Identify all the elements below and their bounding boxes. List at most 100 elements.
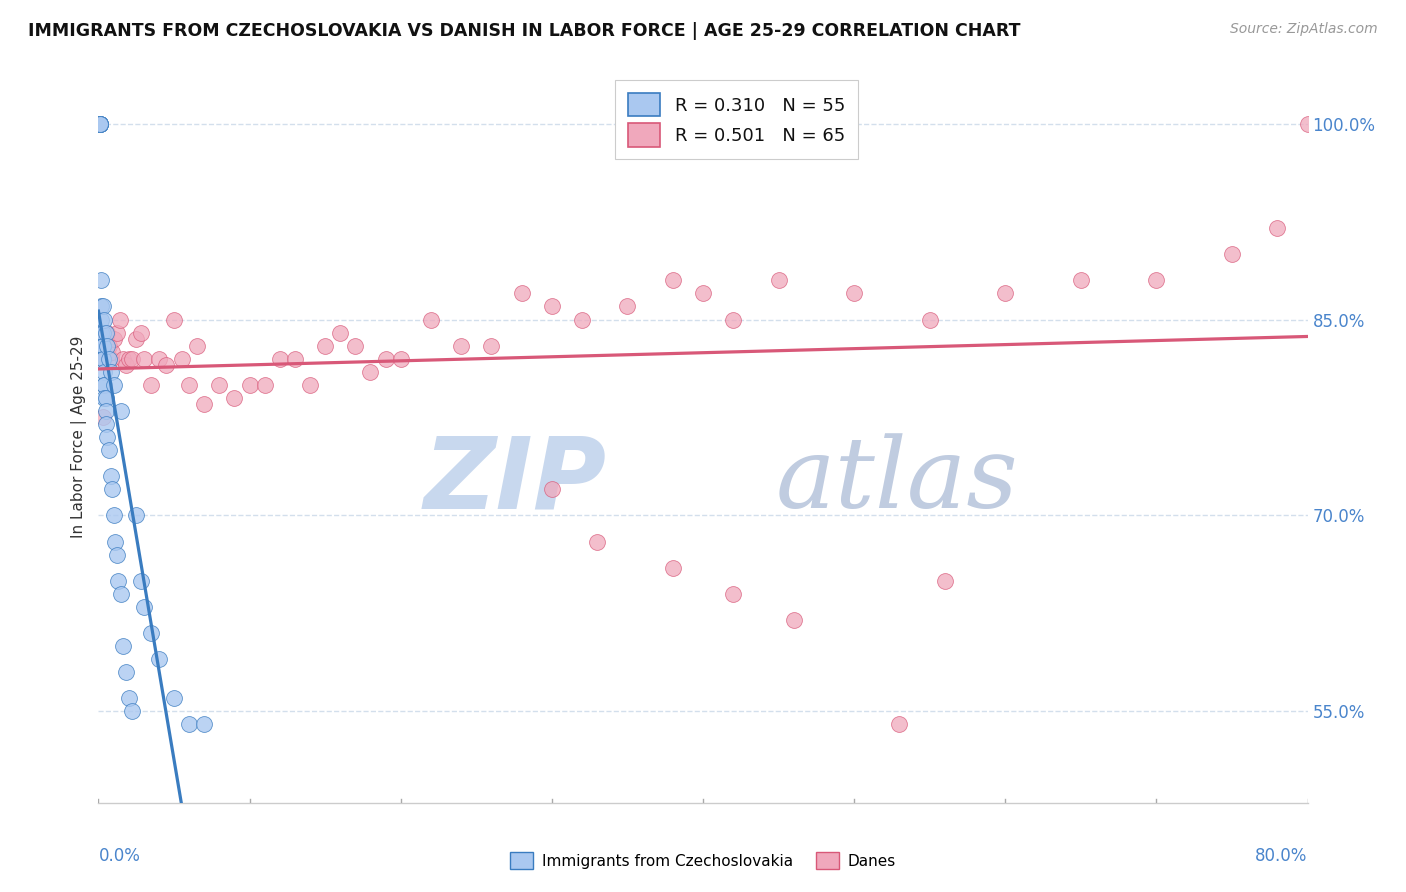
Point <box>129 326 152 340</box>
Point <box>918 312 941 326</box>
Point <box>90 273 112 287</box>
Point <box>692 286 714 301</box>
Point <box>661 117 683 131</box>
Point <box>389 351 412 366</box>
Point <box>93 377 115 392</box>
Point <box>100 469 122 483</box>
Point <box>114 358 136 372</box>
Point <box>163 691 186 706</box>
Point <box>91 410 114 425</box>
Point <box>148 351 170 366</box>
Point <box>224 391 246 405</box>
Point <box>118 691 141 706</box>
Point <box>108 312 131 326</box>
Point <box>155 358 177 372</box>
Point <box>571 312 593 326</box>
Point <box>105 548 128 562</box>
Text: 0.0%: 0.0% <box>98 847 141 864</box>
Point <box>93 351 115 366</box>
Point <box>93 312 115 326</box>
Point <box>118 351 141 366</box>
Point <box>450 339 472 353</box>
Point <box>1070 273 1092 287</box>
Point <box>125 508 148 523</box>
Point <box>89 117 111 131</box>
Point <box>132 599 155 614</box>
Point <box>141 626 163 640</box>
Point <box>239 377 262 392</box>
Point <box>91 351 114 366</box>
Point <box>768 273 790 287</box>
Point <box>661 273 683 287</box>
Point <box>94 417 117 431</box>
Point <box>616 300 638 314</box>
Point <box>98 443 121 458</box>
Point <box>98 351 121 366</box>
Point <box>540 300 562 314</box>
Point <box>661 560 683 574</box>
Point <box>96 326 118 340</box>
Point <box>114 665 136 680</box>
Point <box>540 483 562 497</box>
Point <box>91 339 114 353</box>
Point <box>89 117 111 131</box>
Point <box>934 574 956 588</box>
Point <box>111 351 134 366</box>
Point <box>844 286 866 301</box>
Point <box>1296 117 1319 131</box>
Point <box>103 377 125 392</box>
Point <box>91 326 114 340</box>
Point <box>374 351 396 366</box>
Point <box>101 345 124 359</box>
Point <box>100 351 122 366</box>
Point <box>98 339 121 353</box>
Point <box>253 377 276 392</box>
Point <box>89 117 111 131</box>
Point <box>1267 221 1289 235</box>
Text: IMMIGRANTS FROM CZECHOSLOVAKIA VS DANISH IN LABOR FORCE | AGE 25-29 CORRELATION : IMMIGRANTS FROM CZECHOSLOVAKIA VS DANISH… <box>28 22 1021 40</box>
Point <box>193 717 215 731</box>
Text: ZIP: ZIP <box>423 433 606 530</box>
Text: atlas: atlas <box>776 434 1018 529</box>
Point <box>96 339 118 353</box>
Point <box>110 587 132 601</box>
Point <box>889 717 911 731</box>
Point <box>314 339 336 353</box>
Text: Source: ZipAtlas.com: Source: ZipAtlas.com <box>1230 22 1378 37</box>
Point <box>107 574 129 588</box>
Point <box>89 117 111 131</box>
Point <box>90 326 112 340</box>
Point <box>94 391 117 405</box>
Point <box>299 377 322 392</box>
Point <box>93 365 115 379</box>
Point <box>420 312 443 326</box>
Point <box>1144 273 1167 287</box>
Point <box>90 312 112 326</box>
Point <box>344 339 367 353</box>
Point <box>96 430 118 444</box>
Point <box>284 351 307 366</box>
Point <box>91 339 114 353</box>
Point <box>129 574 152 588</box>
Point <box>723 587 745 601</box>
Point <box>148 652 170 666</box>
Point <box>90 300 112 314</box>
Point <box>94 404 117 418</box>
Point <box>1220 247 1243 261</box>
Legend: R = 0.310   N = 55, R = 0.501   N = 65: R = 0.310 N = 55, R = 0.501 N = 65 <box>616 80 858 160</box>
Point <box>100 365 122 379</box>
Point <box>510 286 533 301</box>
Y-axis label: In Labor Force | Age 25-29: In Labor Force | Age 25-29 <box>72 336 87 538</box>
Point <box>329 326 352 340</box>
Point <box>105 326 128 340</box>
Point <box>193 397 215 411</box>
Point <box>94 332 117 346</box>
Point <box>121 705 143 719</box>
Point <box>89 117 111 131</box>
Point <box>91 351 114 366</box>
Point <box>104 534 127 549</box>
Point <box>93 377 115 392</box>
Point <box>783 613 806 627</box>
Point <box>121 351 143 366</box>
Point <box>89 117 111 131</box>
